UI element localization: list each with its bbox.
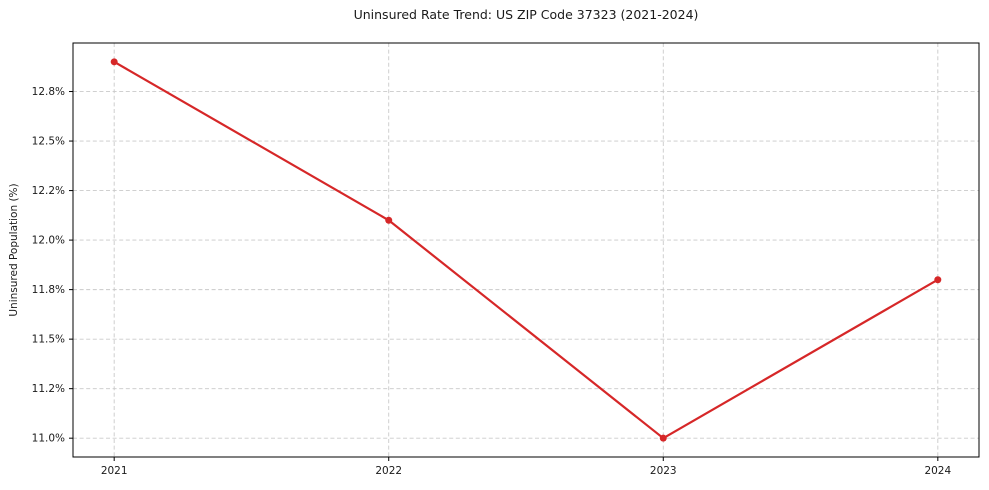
plot-border [72, 42, 980, 458]
data-point-marker [385, 216, 393, 224]
data-point-marker [934, 276, 942, 284]
y-tick-label: 11.8% [32, 284, 65, 296]
y-tick-label: 11.5% [32, 334, 65, 346]
y-tick-label: 12.0% [32, 235, 65, 247]
x-tick-label: 2023 [650, 465, 677, 477]
y-tick-label: 12.2% [32, 185, 65, 197]
chart-title: Uninsured Rate Trend: US ZIP Code 37323 … [353, 7, 699, 22]
y-tick-label: 11.2% [32, 383, 65, 395]
x-tick-label: 2022 [375, 465, 402, 477]
y-tick-label: 12.8% [32, 86, 65, 98]
y-tick-label: 12.5% [32, 136, 65, 148]
data-point-marker [110, 58, 118, 66]
data-point-marker [659, 434, 667, 442]
x-tick-label: 2021 [101, 465, 128, 477]
trend-line [113, 60, 939, 440]
y-tick-label: 11.0% [32, 433, 65, 445]
x-tick-label: 2024 [924, 465, 951, 477]
